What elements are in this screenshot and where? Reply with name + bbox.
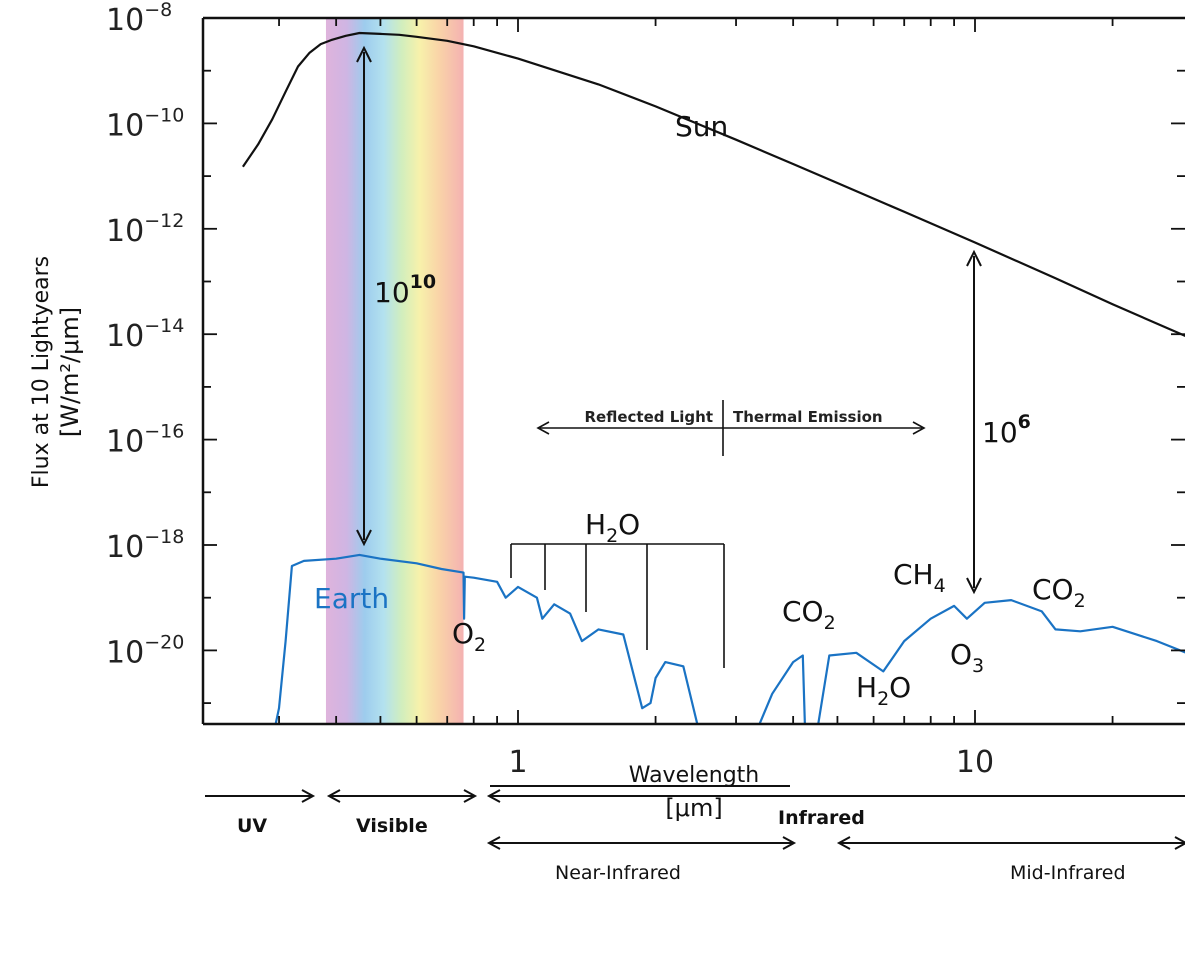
- infrared-band-label: Infrared: [778, 807, 865, 829]
- y-tick-label: 10−16: [106, 421, 184, 460]
- near-infrared-band-label: Near-Infrared: [555, 862, 681, 884]
- y-tick-label: 10−10: [106, 104, 184, 143]
- earth-label: Earth: [314, 582, 389, 615]
- ratio-arrow-visible: [356, 45, 372, 547]
- co2-right-label: CO2: [1032, 573, 1086, 612]
- x-axis-unit: [μm]: [665, 794, 722, 822]
- o2-label: O2: [452, 617, 486, 656]
- h2o-bottom-label: H2O: [856, 671, 911, 710]
- y-axis-label: Flux at 10 Lightyears: [29, 256, 54, 488]
- reflected-light-label: Reflected Light: [585, 408, 714, 426]
- x-tick-label: 1: [508, 745, 527, 780]
- co2-left-label: CO2: [782, 595, 836, 634]
- x-tick-label: 10: [956, 745, 994, 780]
- y-tick-label: 10−8: [106, 0, 172, 38]
- y-tick-label: 10−18: [106, 526, 184, 565]
- sun-label: Sun: [675, 110, 728, 143]
- mid-infrared-band-label: Mid-Infrared: [1010, 862, 1126, 884]
- ratio-visible-label: 1010: [374, 271, 436, 309]
- ratio-arrow-ir: [966, 249, 982, 595]
- h2o-band-markers: [510, 543, 725, 668]
- uv-band-label: UV: [237, 815, 267, 837]
- x-axis-label: Wavelength: [629, 763, 760, 788]
- ch4-label: CH4: [893, 558, 946, 597]
- y-tick-label: 10−14: [106, 315, 184, 354]
- visible-band-label: Visible: [356, 815, 428, 837]
- thermal-emission-label: Thermal Emission: [733, 408, 883, 426]
- reflected-thermal-arrow: [536, 400, 926, 456]
- band-arrows: [205, 785, 1185, 850]
- sun-spectrum-line: [241, 31, 1185, 338]
- ratio-ir-label: 106: [982, 411, 1031, 449]
- y-tick-label: 10−20: [106, 631, 184, 670]
- earth-spectrum-line: [274, 553, 1185, 724]
- o3-label: O3: [950, 638, 984, 677]
- y-axis-title: Flux at 10 Lightyears [W/m²/μm]: [29, 256, 84, 488]
- y-tick-label: 10−12: [106, 210, 184, 249]
- h2o-top-label: H2O: [585, 508, 640, 547]
- y-axis-unit: [W/m²/μm]: [56, 307, 84, 437]
- visible-spectrum-band: [325, 18, 464, 724]
